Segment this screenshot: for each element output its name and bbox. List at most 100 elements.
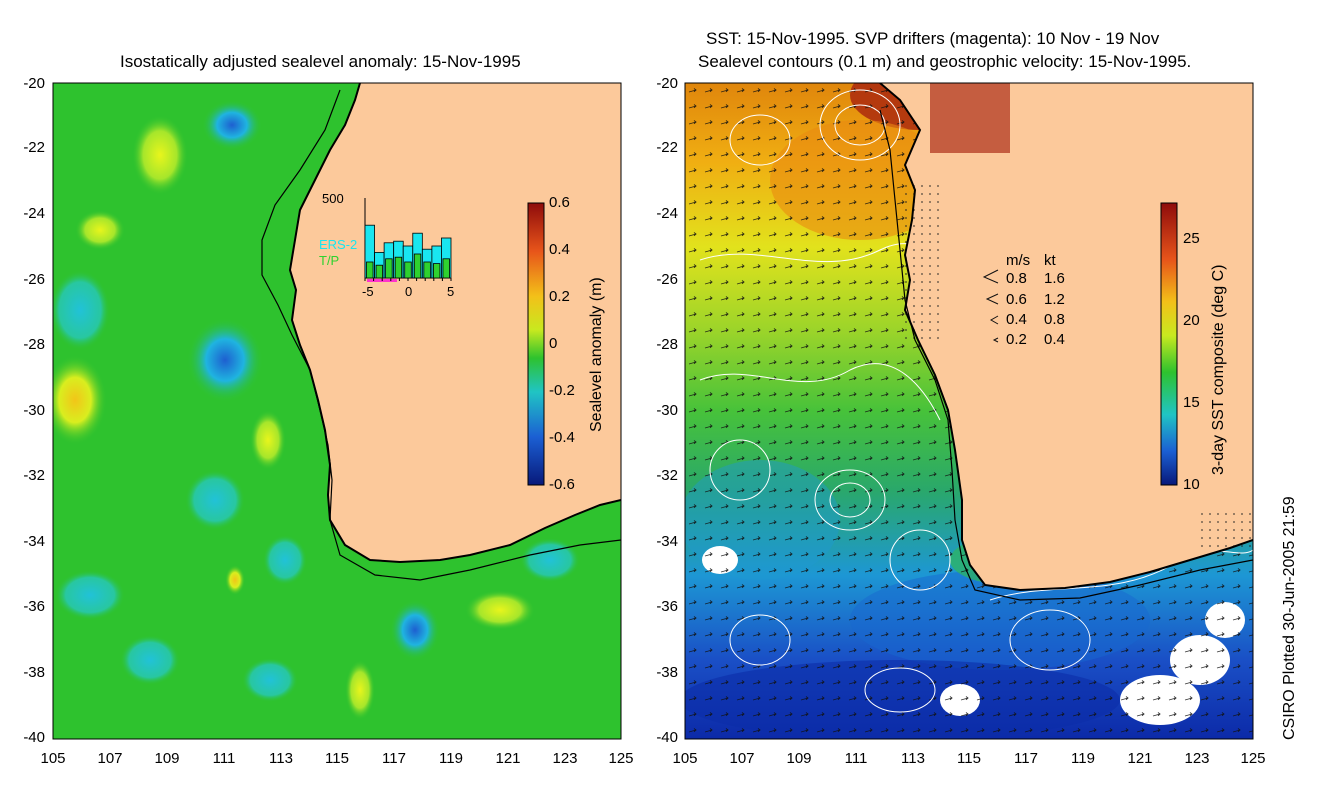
sealevel-anomaly-eddies [53, 100, 580, 720]
right-xtick: 113 [901, 750, 925, 767]
left-ytick: -24 [23, 205, 45, 222]
right-ytick: -28 [656, 336, 678, 353]
right-ytick: -24 [656, 205, 678, 222]
inset-tp-bar [394, 256, 403, 279]
right-ytick: -32 [656, 467, 678, 484]
velocity-legend-kt-header: kt [1044, 252, 1056, 269]
right-ytick: -20 [656, 75, 678, 92]
sealevel-cb-tick: -0.2 [549, 382, 575, 399]
inset-xtick-0: 0 [405, 284, 413, 299]
sealevel-cb-tick: 0 [549, 335, 558, 352]
velocity-legend-kt: 0.4 [1044, 331, 1065, 348]
arrow-0.4-icon [989, 315, 999, 325]
inset-ymax-label: 500 [322, 191, 344, 206]
inset-legend-ers2: ERS-2 [319, 237, 358, 252]
velocity-legend-ms-header: m/s [1006, 252, 1031, 269]
left-xtick: 111 [212, 750, 236, 767]
velocity-legend-arrows [982, 269, 999, 343]
inset-xtick-neg5: -5 [362, 284, 374, 299]
sst-cb-tick: 20 [1183, 312, 1200, 329]
right-map-title-line2: Sealevel contours (0.1 m) and geostrophi… [698, 52, 1192, 71]
plot-credit: CSIRO Plotted 30-Jun-2005 21:59 [1281, 496, 1298, 740]
left-ytick: -36 [23, 598, 45, 615]
right-xtick: 121 [1127, 750, 1153, 767]
arrow-0.6-icon [985, 293, 999, 305]
left-xtick: 123 [552, 750, 578, 767]
sealevel-cb-tick: 0.2 [549, 288, 570, 305]
left-xtick: 109 [154, 750, 180, 767]
right-map [685, 83, 1253, 739]
inset-tp-bar [366, 261, 374, 279]
velocity-legend-ms: 0.6 [1006, 291, 1027, 308]
right-ytick: -40 [656, 729, 678, 746]
left-ytick: -30 [23, 402, 45, 419]
inset-tp-bar [442, 258, 450, 279]
right-ytick: -22 [656, 139, 678, 156]
sst-cb-tick: 25 [1183, 230, 1200, 247]
arrow-0.8-icon [982, 269, 999, 284]
sealevel-contours [699, 89, 1253, 713]
left-xtick: 105 [40, 750, 66, 767]
velocity-legend-kt: 0.8 [1044, 311, 1065, 328]
left-ytick: -32 [23, 467, 45, 484]
nearshore-arrow-cluster [905, 180, 945, 340]
right-xtick: 125 [1240, 750, 1266, 767]
velocity-legend-kt: 1.6 [1044, 270, 1065, 287]
left-xtick: 107 [97, 750, 123, 767]
inset-legend-tp: T/P [319, 253, 340, 268]
left-xtick: 119 [439, 750, 463, 767]
sealevel-cb-tick: -0.4 [549, 429, 575, 446]
left-map-title: Isostatically adjusted sealevel anomaly:… [120, 52, 521, 71]
inset-xtick-5: 5 [447, 284, 455, 299]
sealevel-cb-tick: -0.6 [549, 476, 575, 493]
sealevel-cb-tick: 0.4 [549, 241, 570, 258]
sst-colorbar-label: 3-day SST composite (deg C) [1210, 264, 1227, 475]
velocity-legend-ms: 0.4 [1006, 311, 1027, 328]
right-xtick: 107 [729, 750, 755, 767]
left-xtick: 121 [495, 750, 521, 767]
left-xtick: 117 [382, 750, 406, 767]
left-ytick: -28 [23, 336, 45, 353]
right-shelf-contour [879, 109, 1253, 601]
sealevel-colorbar [527, 202, 545, 486]
right-xtick: 115 [957, 750, 981, 767]
right-xtick: 117 [1014, 750, 1038, 767]
right-ytick: -38 [656, 664, 678, 681]
sst-colorbar [1160, 202, 1178, 486]
right-coastline [879, 83, 1253, 592]
right-xtick: 105 [672, 750, 698, 767]
inset-tp-bar [375, 264, 384, 279]
right-xtick: 123 [1184, 750, 1210, 767]
sst-cb-tick: 15 [1183, 394, 1200, 411]
sealevel-colorbar-label: Sealevel anomaly (m) [588, 277, 605, 432]
left-shelf-contour [261, 89, 621, 581]
right-ytick: -34 [656, 533, 678, 550]
arrow-0.2-icon [992, 337, 999, 343]
velocity-legend-ms: 0.2 [1006, 331, 1027, 348]
inset-tp-bar [404, 261, 412, 279]
right-xtick: 119 [1071, 750, 1095, 767]
left-ytick: -26 [23, 271, 45, 288]
left-map-frame [52, 82, 622, 740]
inset-tp-bar [423, 261, 431, 279]
left-ytick: -40 [23, 729, 45, 746]
right-map-frame [684, 82, 1254, 740]
left-ytick: -34 [23, 533, 45, 550]
inset-tp-bar [413, 253, 422, 279]
velocity-legend-ms: 0.8 [1006, 270, 1027, 287]
sst-cb-tick: 10 [1183, 476, 1200, 493]
left-xtick: 113 [269, 750, 293, 767]
right-map-title-line1: SST: 15-Nov-1995. SVP drifters (magenta)… [706, 29, 1160, 48]
right-australia-landmass [880, 83, 1253, 590]
right-ytick: -30 [656, 402, 678, 419]
inset-tp-bar [385, 258, 393, 279]
velocity-legend-kt: 1.2 [1044, 291, 1065, 308]
left-ytick: -22 [23, 139, 45, 156]
hot-land-region [930, 83, 1010, 153]
inset-tp-bar [432, 263, 441, 279]
right-xtick: 111 [844, 750, 868, 767]
satellite-pass-histogram [364, 198, 452, 282]
left-ytick: -38 [23, 664, 45, 681]
left-ytick: -20 [23, 75, 45, 92]
